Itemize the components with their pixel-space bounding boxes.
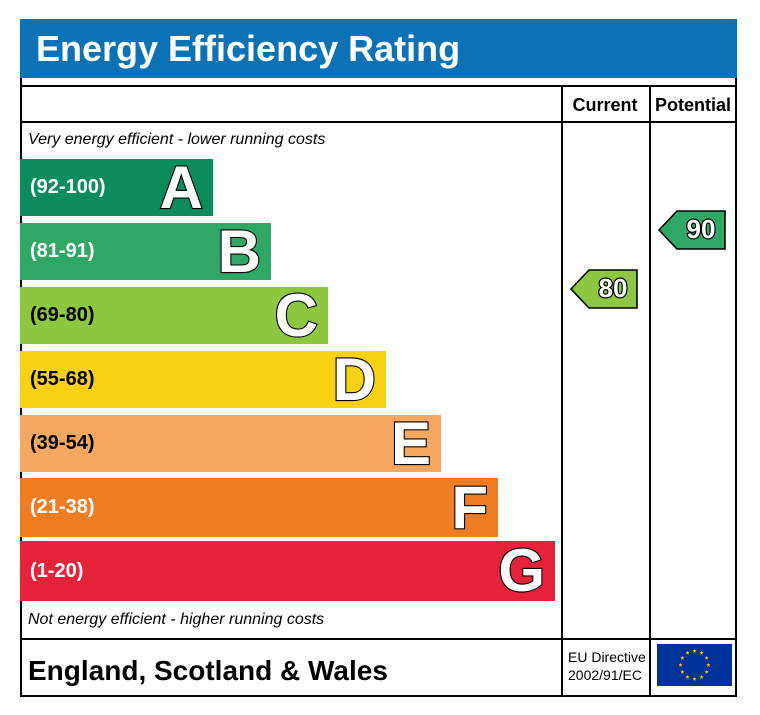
svg-text:90: 90: [687, 214, 716, 244]
svg-text:80: 80: [599, 273, 628, 303]
